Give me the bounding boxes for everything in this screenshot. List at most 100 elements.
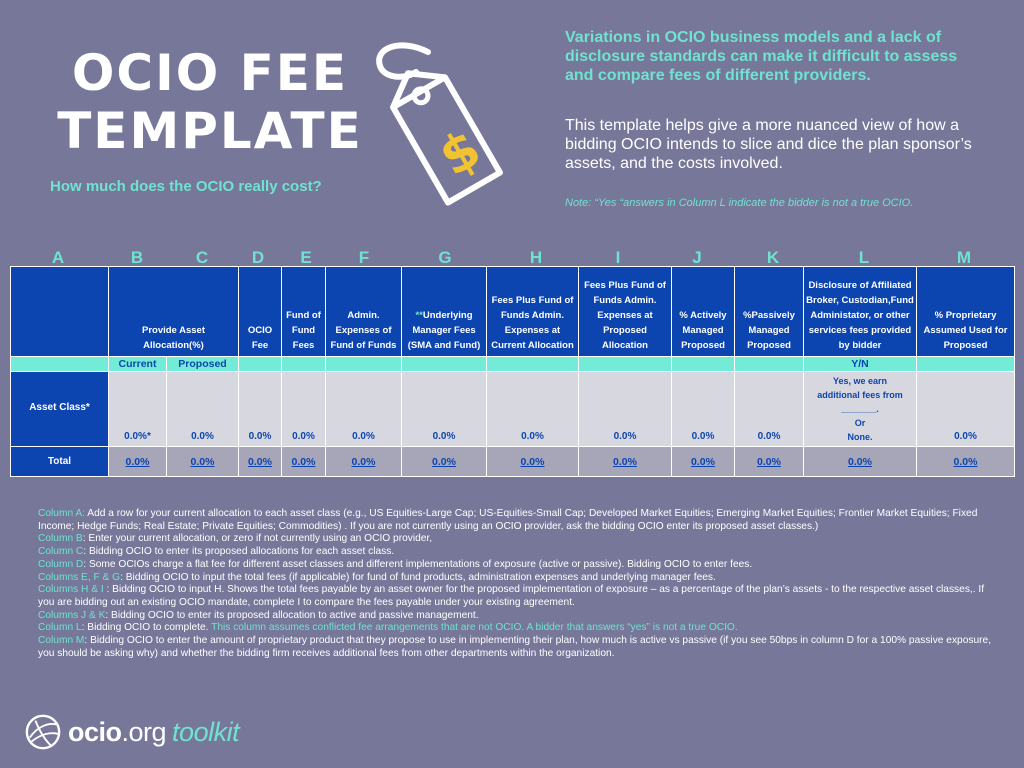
column-l-note: Note: “Yes “answers in Column L indicate… bbox=[565, 197, 914, 209]
sub-empty bbox=[578, 356, 672, 372]
column-notes: Column A: Add a row for your current all… bbox=[38, 508, 998, 660]
cell-value[interactable]: 0.0% bbox=[325, 371, 402, 447]
intro-body: This template helps give a more nuanced … bbox=[565, 117, 972, 172]
note-key: Column M bbox=[38, 635, 85, 647]
cell-total[interactable]: 0.0% bbox=[238, 446, 282, 477]
logo-wordmark: ocio.org toolkit bbox=[68, 716, 240, 748]
header-ocio-fee: OCIO Fee bbox=[238, 266, 282, 357]
cell-total[interactable]: 0.0% bbox=[108, 446, 167, 477]
cell-value[interactable]: 0.0% bbox=[401, 371, 487, 447]
col-letter-a: A bbox=[51, 248, 65, 267]
cell-value[interactable]: 0.0%* bbox=[108, 371, 167, 447]
cell-value[interactable]: 0.0% bbox=[238, 371, 282, 447]
note-text: Add a row for your current allocation to… bbox=[38, 508, 978, 532]
header-underlying-manager-fees-label: Underlying Manager Fees (SMA and Fund) bbox=[407, 310, 481, 351]
cell-total[interactable]: 0.0% bbox=[401, 446, 487, 477]
col-letter-l: L bbox=[858, 248, 870, 267]
col-letter-f: F bbox=[358, 248, 370, 267]
cell-total[interactable]: 0.0% bbox=[578, 446, 672, 477]
cell-total[interactable]: 0.0% bbox=[803, 446, 917, 477]
logo-brand: ocio bbox=[68, 716, 122, 747]
price-tag-dollar-icon: $ bbox=[376, 42, 503, 206]
disclosure-line: None. bbox=[847, 432, 873, 442]
note-text: : Bidding OCIO to enter the amount of pr… bbox=[38, 635, 992, 659]
col-letter-e: E bbox=[300, 248, 312, 267]
note-columns-jk: Columns J & K: Bidding OCIO to enter its… bbox=[38, 610, 998, 623]
sub-empty bbox=[916, 356, 1015, 372]
note-key: Column A: bbox=[38, 508, 85, 519]
col-letter-i: I bbox=[615, 248, 621, 267]
note-key: Column L bbox=[38, 622, 82, 634]
cell-total[interactable]: 0.0% bbox=[734, 446, 804, 477]
column-letters: A B C D E F G H I J K L M bbox=[0, 248, 1024, 268]
cell-total[interactable]: 0.0% bbox=[325, 446, 402, 477]
note-columns-efg: Columns E, F & G: Bidding OCIO to input … bbox=[38, 572, 998, 585]
table-row-asset-class: Asset Class* 0.0%* 0.0% 0.0% 0.0% 0.0% 0… bbox=[10, 371, 1015, 447]
row-label-asset-class: Asset Class* bbox=[10, 371, 109, 447]
note-column-a: Column A: Add a row for your current all… bbox=[38, 508, 998, 533]
cell-value[interactable]: 0.0% bbox=[166, 371, 239, 447]
cell-total[interactable]: 0.0% bbox=[486, 446, 579, 477]
note-text: : Bidding OCIO to input H. Shows the tot… bbox=[38, 584, 985, 608]
cell-total[interactable]: 0.0% bbox=[671, 446, 735, 477]
header-admin-expenses: Admin. Expenses of Fund of Funds bbox=[325, 266, 402, 357]
sub-empty bbox=[10, 356, 109, 372]
note-columns-hi: Columns H & I : Bidding OCIO to input H.… bbox=[38, 584, 998, 609]
sub-proposed: Proposed bbox=[166, 356, 239, 372]
ocio-org-logo-icon bbox=[25, 714, 61, 750]
fee-table: Provide Asset Allocation(%) OCIO Fee Fun… bbox=[10, 266, 1015, 477]
cell-value[interactable]: 0.0% bbox=[578, 371, 672, 447]
table-row-total: Total 0.0% 0.0% 0.0% 0.0% 0.0% 0.0% 0.0%… bbox=[10, 446, 1015, 477]
header-proprietary: % Proprietary Assumed Used for Proposed bbox=[916, 266, 1015, 357]
header-a bbox=[10, 266, 109, 357]
table-header-row: Provide Asset Allocation(%) OCIO Fee Fun… bbox=[10, 266, 1015, 357]
header-fees-current: Fees Plus Fund of Funds Admin. Expenses … bbox=[486, 266, 579, 357]
cell-total[interactable]: 0.0% bbox=[916, 446, 1015, 477]
disclosure-line: additional fees from bbox=[817, 390, 903, 400]
sub-empty bbox=[734, 356, 804, 372]
note-text: : Bidding OCIO to enter its proposed all… bbox=[83, 546, 395, 558]
sub-empty bbox=[238, 356, 282, 372]
header-fund-of-fund-fees: Fund of Fund Fees bbox=[281, 266, 326, 357]
cell-value[interactable]: 0.0% bbox=[734, 371, 804, 447]
col-letter-c: C bbox=[195, 248, 209, 267]
cell-total[interactable]: 0.0% bbox=[281, 446, 326, 477]
sub-yn: Y/N bbox=[803, 356, 917, 372]
col-letter-k: K bbox=[766, 248, 780, 267]
cell-value[interactable]: 0.0% bbox=[281, 371, 326, 447]
page-title: OCIO FEE TEMPLATE bbox=[57, 44, 363, 160]
ocio-toolkit-logo: ocio.org toolkit bbox=[24, 712, 240, 752]
sub-empty bbox=[486, 356, 579, 372]
header-allocation: Provide Asset Allocation(%) bbox=[108, 266, 239, 357]
cell-value[interactable]: 0.0% bbox=[916, 371, 1015, 447]
note-text: : Some OCIOs charge a flat fee for diffe… bbox=[83, 558, 753, 570]
sub-empty bbox=[671, 356, 735, 372]
header-fees-proposed: Fees Plus Fund of Funds Admin. Expenses … bbox=[578, 266, 672, 357]
cell-disclosure[interactable]: Yes, we earn additional fees from ______… bbox=[803, 371, 917, 447]
col-letter-b: B bbox=[130, 248, 144, 267]
sub-current: Current bbox=[108, 356, 167, 372]
disclosure-line: Yes, we earn bbox=[832, 376, 888, 386]
sub-empty bbox=[401, 356, 487, 372]
note-column-l: Column L: Bidding OCIO to complete. This… bbox=[38, 622, 998, 635]
note-text: : Enter your current allocation, or zero… bbox=[82, 533, 433, 545]
note-column-d: Column D: Some OCIOs charge a flat fee f… bbox=[38, 559, 998, 572]
logo-domain: .org bbox=[121, 716, 167, 747]
note-key: Column C bbox=[38, 546, 84, 558]
note-column-c: Column C: Bidding OCIO to enter its prop… bbox=[38, 546, 998, 559]
note-text: : Bidding OCIO to enter its proposed all… bbox=[105, 609, 479, 621]
header-active: % Actively Managed Proposed bbox=[671, 266, 735, 357]
cell-value[interactable]: 0.0% bbox=[671, 371, 735, 447]
cell-value[interactable]: 0.0% bbox=[486, 371, 579, 447]
sub-empty bbox=[281, 356, 326, 372]
page-subtitle: How much does the OCIO really cost? bbox=[50, 178, 322, 195]
note-text: : Bidding OCIO to complete. bbox=[81, 622, 212, 634]
note-key: Columns E, F & G bbox=[38, 571, 121, 583]
double-asterisk: ** bbox=[415, 310, 423, 321]
disclosure-line: Or bbox=[854, 418, 866, 428]
cell-total[interactable]: 0.0% bbox=[166, 446, 239, 477]
note-column-m: Column M: Bidding OCIO to enter the amou… bbox=[38, 635, 998, 660]
note-highlight: This column assumes conflicted fee arran… bbox=[211, 622, 738, 634]
note-key: Columns J & K bbox=[38, 609, 106, 621]
intro-highlight: Variations in OCIO business models and a… bbox=[565, 29, 958, 84]
